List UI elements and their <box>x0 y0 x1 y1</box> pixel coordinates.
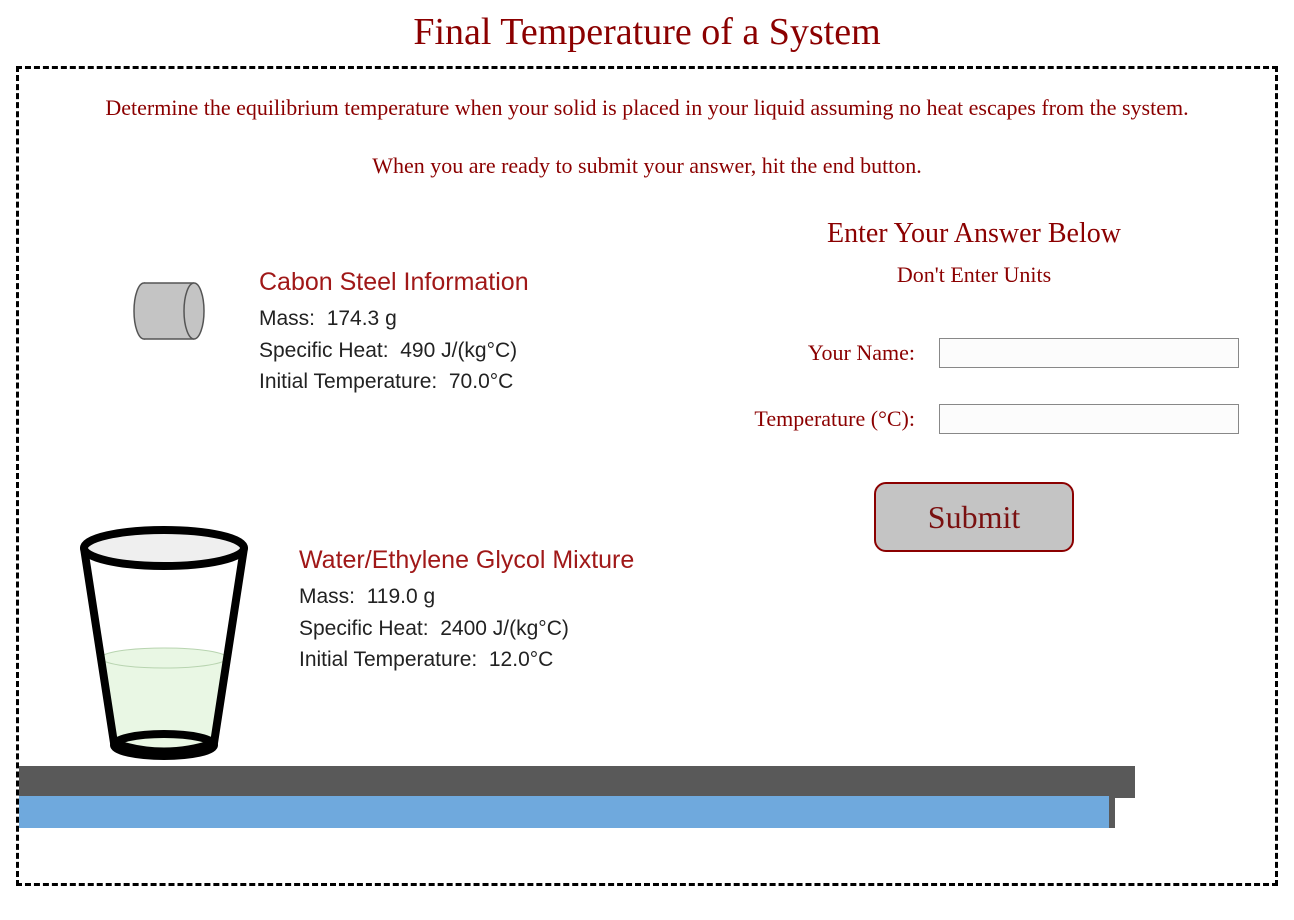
liquid-temp-label: Initial Temperature: <box>299 648 477 671</box>
liquid-title: Water/Ethylene Glycol Mixture <box>299 546 634 575</box>
solid-specheat-label: Specific Heat: <box>259 339 389 362</box>
submit-button[interactable]: Submit <box>874 482 1074 552</box>
liquid-mass: Mass: 119.0 g <box>299 581 634 613</box>
temperature-input[interactable] <box>939 404 1239 434</box>
liquid-mass-value: 119.0 g <box>367 585 436 608</box>
solid-title: Cabon Steel Information <box>259 268 529 297</box>
liquid-specheat-label: Specific Heat: <box>299 617 429 640</box>
solid-mass-label: Mass: <box>259 307 315 330</box>
table-top <box>17 766 1135 798</box>
temperature-row: Temperature (°C): <box>709 404 1239 434</box>
glass-icon <box>59 518 269 768</box>
solid-mass: Mass: 174.3 g <box>259 303 529 335</box>
solid-temp: Initial Temperature: 70.0°C <box>259 366 529 398</box>
name-label: Your Name: <box>808 340 915 366</box>
instructions: Determine the equilibrium temperature wh… <box>59 93 1235 180</box>
solid-temp-value: 70.0°C <box>449 370 513 393</box>
answer-sub: Don't Enter Units <box>709 262 1239 288</box>
liquid-specheat-value: 2400 J/(kg°C) <box>440 617 569 640</box>
answer-heading: Enter Your Answer Below <box>709 218 1239 250</box>
table-base <box>17 796 1115 828</box>
liquid-mass-label: Mass: <box>299 585 355 608</box>
solid-specheat-value: 490 J/(kg°C) <box>400 339 517 362</box>
name-input[interactable] <box>939 338 1239 368</box>
main-panel: Determine the equilibrium temperature wh… <box>16 66 1278 886</box>
liquid-block: Water/Ethylene Glycol Mixture Mass: 119.… <box>59 518 634 768</box>
solid-mass-value: 174.3 g <box>327 307 397 330</box>
cylinder-icon <box>129 276 209 351</box>
content-area: Cabon Steel Information Mass: 174.3 g Sp… <box>59 208 1235 828</box>
instruction-line-2: When you are ready to submit your answer… <box>59 151 1235 181</box>
solid-specheat: Specific Heat: 490 J/(kg°C) <box>259 335 529 367</box>
liquid-temp: Initial Temperature: 12.0°C <box>299 644 634 676</box>
solid-info: Cabon Steel Information Mass: 174.3 g Sp… <box>259 268 529 398</box>
liquid-info: Water/Ethylene Glycol Mixture Mass: 119.… <box>299 546 634 676</box>
liquid-specheat: Specific Heat: 2400 J/(kg°C) <box>299 613 634 645</box>
name-row: Your Name: <box>709 338 1239 368</box>
page-title: Final Temperature of a System <box>0 10 1294 54</box>
solid-block: Cabon Steel Information Mass: 174.3 g Sp… <box>129 268 529 398</box>
temperature-label: Temperature (°C): <box>754 406 915 432</box>
liquid-temp-value: 12.0°C <box>489 648 553 671</box>
instruction-line-1: Determine the equilibrium temperature wh… <box>59 93 1235 123</box>
answer-panel: Enter Your Answer Below Don't Enter Unit… <box>709 218 1239 552</box>
solid-temp-label: Initial Temperature: <box>259 370 437 393</box>
